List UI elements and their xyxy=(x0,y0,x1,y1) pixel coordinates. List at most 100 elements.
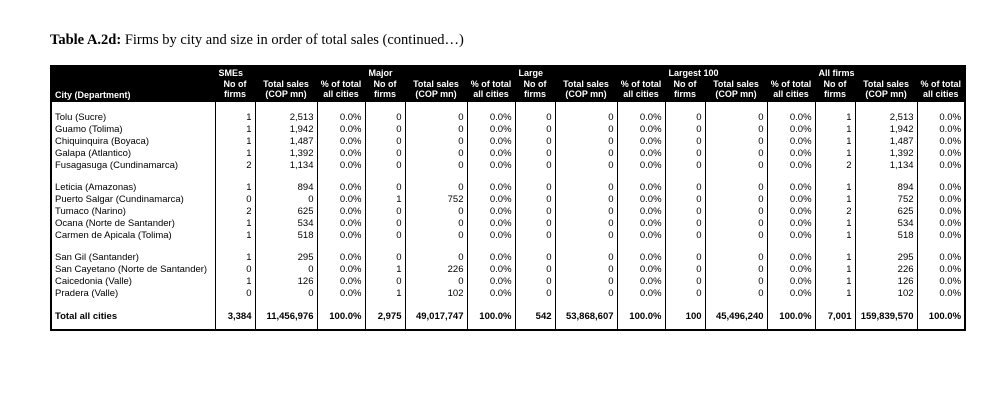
city-cell: Fusagasuga (Cundinamarca) xyxy=(50,159,216,172)
spacer-cell xyxy=(50,171,216,182)
value-cell: 102 xyxy=(854,287,918,300)
spacer-cell xyxy=(664,322,706,330)
value-cell: 0 xyxy=(664,147,706,160)
value-cell: 0.0% xyxy=(916,181,966,194)
spacer-cell xyxy=(214,299,256,310)
value-cell: 0 xyxy=(554,193,618,206)
value-cell: 0.0% xyxy=(766,123,816,136)
value-cell: 0.0% xyxy=(616,205,666,218)
value-cell: 0.0% xyxy=(916,135,966,148)
value-cell: 0 xyxy=(704,287,768,300)
value-cell: 2 xyxy=(214,205,256,218)
value-cell: 0.0% xyxy=(916,159,966,172)
value-cell: 0 xyxy=(704,251,768,264)
table-row: Puerto Salgar (Cundinamarca) 0 0 0.0% 1 752 0.… xyxy=(50,193,966,206)
value-cell: 0.0% xyxy=(466,263,516,276)
spacer-cell xyxy=(254,101,318,112)
spacer-cell xyxy=(554,241,618,252)
value-cell: 0 xyxy=(514,275,556,288)
value-cell: 0 xyxy=(664,205,706,218)
column-header: % of total all cities xyxy=(316,79,366,102)
table-caption-text: Firms by city and size in order of total… xyxy=(121,32,464,48)
table-row: Chiquinquira (Boyaca) 1 1,487 0.0% 0 0 0.0% 0 0 0… xyxy=(50,135,966,148)
value-cell: 0.0% xyxy=(466,147,516,160)
value-cell: 0.0% xyxy=(616,263,666,276)
value-cell: 0.0% xyxy=(616,193,666,206)
city-cell: Pradera (Valle) xyxy=(50,287,216,300)
group-header-large: Large xyxy=(514,66,666,79)
value-cell: 0 xyxy=(554,251,618,264)
value-cell: 0.0% xyxy=(766,111,816,124)
spacer-cell xyxy=(854,299,918,310)
value-cell: 518 xyxy=(854,229,918,242)
value-cell: 0 xyxy=(514,111,556,124)
spacer-cell xyxy=(254,241,318,252)
value-cell: 0.0% xyxy=(466,181,516,194)
value-cell: 518 xyxy=(254,229,318,242)
city-cell: Total all cities xyxy=(50,309,216,323)
value-cell: 0.0% xyxy=(766,135,816,148)
value-cell: 2 xyxy=(214,159,256,172)
value-cell: 11,456,976 xyxy=(254,309,318,323)
spacer-cell xyxy=(554,322,618,330)
value-cell: 0.0% xyxy=(766,217,816,230)
value-cell: 0.0% xyxy=(316,263,366,276)
value-cell: 0.0% xyxy=(616,135,666,148)
value-cell: 1,134 xyxy=(854,159,918,172)
value-cell: 0 xyxy=(554,123,618,136)
value-cell: 49,017,747 xyxy=(404,309,468,323)
spacer-cell xyxy=(616,101,666,112)
value-cell: 100.0% xyxy=(616,309,666,323)
value-cell: 0 xyxy=(404,217,468,230)
value-cell: 0.0% xyxy=(466,251,516,264)
value-cell: 0.0% xyxy=(316,275,366,288)
value-cell: 0.0% xyxy=(316,229,366,242)
value-cell: 0.0% xyxy=(916,111,966,124)
spacer-cell xyxy=(50,241,216,252)
city-cell: Galapa (Atlantico) xyxy=(50,147,216,160)
value-cell: 0 xyxy=(404,159,468,172)
spacer-row xyxy=(50,171,966,182)
value-cell: 534 xyxy=(854,217,918,230)
value-cell: 0 xyxy=(254,193,318,206)
group-header-smes: SMEs xyxy=(214,66,366,79)
value-cell: 0 xyxy=(214,193,256,206)
value-cell: 1 xyxy=(814,181,856,194)
value-cell: 1 xyxy=(214,147,256,160)
spacer-cell xyxy=(916,101,966,112)
spacer-cell xyxy=(254,299,318,310)
value-cell: 1 xyxy=(214,229,256,242)
value-cell: 0.0% xyxy=(316,217,366,230)
value-cell: 1 xyxy=(214,123,256,136)
value-cell: 0 xyxy=(704,135,768,148)
value-cell: 0 xyxy=(704,159,768,172)
spacer-cell xyxy=(364,101,406,112)
value-cell: 0.0% xyxy=(466,135,516,148)
value-cell: 0 xyxy=(404,205,468,218)
value-cell: 0 xyxy=(704,205,768,218)
value-cell: 0 xyxy=(214,287,256,300)
value-cell: 0.0% xyxy=(316,147,366,160)
spacer-cell xyxy=(254,171,318,182)
column-header: Total sales (COP mn) xyxy=(404,79,468,102)
value-cell: 752 xyxy=(854,193,918,206)
spacer-row xyxy=(50,241,966,252)
value-cell: 0 xyxy=(514,159,556,172)
city-cell: Tolu (Sucre) xyxy=(50,111,216,124)
value-cell: 0 xyxy=(664,123,706,136)
value-cell: 1 xyxy=(214,217,256,230)
spacer-cell xyxy=(854,322,918,330)
city-cell: Carmen de Apicala (Tolima) xyxy=(50,229,216,242)
value-cell: 0.0% xyxy=(466,229,516,242)
value-cell: 0 xyxy=(364,205,406,218)
value-cell: 0.0% xyxy=(316,205,366,218)
spacer-cell xyxy=(404,299,468,310)
total-row: Total all cities 3,384 11,456,976 100.0% 2,9… xyxy=(50,309,966,323)
value-cell: 1 xyxy=(214,181,256,194)
value-cell: 0 xyxy=(364,159,406,172)
value-cell: 0 xyxy=(214,263,256,276)
value-cell: 0 xyxy=(664,193,706,206)
table-row: Fusagasuga (Cundinamarca) 2 1,134 0.0% 0 0 0.0… xyxy=(50,159,966,172)
table-row: Tolu (Sucre) 1 2,513 0.0% 0 0 0.0% 0 0 0.0% 0 0 0.0%… xyxy=(50,111,966,124)
value-cell: 0 xyxy=(704,275,768,288)
